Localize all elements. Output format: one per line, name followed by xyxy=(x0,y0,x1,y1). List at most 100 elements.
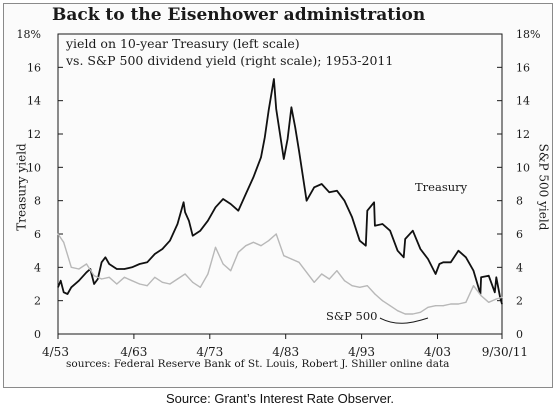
data-point-sp500-16 xyxy=(176,278,179,280)
data-point-treasury-50 xyxy=(351,216,353,218)
data-point-treasury-16 xyxy=(139,263,141,265)
data-point-sp500-41 xyxy=(366,285,368,287)
data-point-sp500-53 xyxy=(457,303,459,305)
data-point-treasury-77 xyxy=(501,303,503,305)
image-caption: Source: Grant’s Interest Rate Observer. xyxy=(165,391,395,406)
data-point-treasury-74 xyxy=(494,291,496,293)
data-point-sp500-9 xyxy=(123,276,125,278)
data-point-treasury-57 xyxy=(389,230,391,232)
data-point-treasury-35 xyxy=(264,136,266,138)
chart-subtitle-line-2: vs. S&P 500 dividend yield (right scale)… xyxy=(66,53,394,68)
data-point-treasury-67 xyxy=(450,261,452,263)
data-point-treasury-27 xyxy=(207,220,209,222)
y-tick-label-left-5: 10 xyxy=(27,161,41,174)
data-point-treasury-47 xyxy=(328,191,330,193)
data-point-sp500-44 xyxy=(389,305,391,307)
data-point-treasury-72 xyxy=(480,276,482,278)
data-point-sp500-24 xyxy=(237,251,239,253)
data-point-treasury-1 xyxy=(60,280,62,282)
data-point-treasury-29 xyxy=(222,198,224,200)
data-point-treasury-61 xyxy=(412,230,414,232)
data-point-sp500-45 xyxy=(397,310,399,312)
data-point-treasury-4 xyxy=(70,286,72,288)
data-point-sp500-23 xyxy=(230,270,232,272)
data-point-sp500-32 xyxy=(298,261,300,263)
data-point-sp500-40 xyxy=(359,286,361,288)
data-point-treasury-14 xyxy=(123,268,125,270)
data-point-sp500-17 xyxy=(184,273,186,275)
data-point-sp500-57 xyxy=(488,301,490,303)
data-point-treasury-20 xyxy=(169,240,171,242)
data-point-treasury-10 xyxy=(101,261,103,263)
data-point-treasury-26 xyxy=(199,230,201,232)
data-point-sp500-1 xyxy=(63,241,65,243)
x-tick-label-2: 4/73 xyxy=(196,345,223,359)
plot-area-border xyxy=(57,33,503,335)
y-tick-label-right-5: 10 xyxy=(516,161,530,174)
annotation-sp500-arrow xyxy=(379,317,429,324)
data-point-sp500-52 xyxy=(450,303,452,305)
data-point-sp500-37 xyxy=(336,270,338,272)
data-point-treasury-41 xyxy=(290,106,292,108)
y-tick-label-right-3: 6 xyxy=(516,228,523,241)
y-tick-label-left-0: 0 xyxy=(34,328,41,341)
data-point-treasury-75 xyxy=(495,276,497,278)
y-tick-label-right-1: 2 xyxy=(516,295,523,308)
x-tick-label-5: 4/03 xyxy=(424,345,451,359)
data-point-treasury-43 xyxy=(298,150,300,152)
series-line-treasury xyxy=(57,78,503,305)
data-point-sp500-3 xyxy=(78,268,80,270)
data-point-treasury-64 xyxy=(435,273,437,275)
y-tick-label-left-3: 6 xyxy=(34,228,41,241)
data-point-treasury-28 xyxy=(214,206,217,208)
data-point-sp500-51 xyxy=(442,305,444,307)
data-point-sp500-50 xyxy=(435,305,437,307)
data-point-sp500-2 xyxy=(70,266,72,268)
data-point-treasury-73 xyxy=(488,275,490,277)
y-tick-label-right-0: 0 xyxy=(516,328,523,341)
x-tick-label-0: 4/53 xyxy=(42,345,69,359)
data-point-sp500-39 xyxy=(351,285,353,287)
x-tick-label-4: 4/93 xyxy=(348,345,375,359)
data-point-treasury-70 xyxy=(472,270,475,272)
data-point-treasury-63 xyxy=(427,258,429,260)
series-line-sp500 xyxy=(57,233,503,315)
x-tick-label-6: 9/30/11 xyxy=(482,345,528,359)
data-point-treasury-34 xyxy=(260,156,262,158)
data-point-sp500-18 xyxy=(192,281,194,283)
data-point-sp500-25 xyxy=(245,245,247,247)
data-point-sp500-29 xyxy=(275,233,277,235)
data-point-treasury-31 xyxy=(237,210,239,212)
data-point-treasury-44 xyxy=(306,200,308,202)
data-point-treasury-54 xyxy=(373,201,375,203)
data-point-treasury-13 xyxy=(116,268,118,270)
data-point-sp500-38 xyxy=(343,280,346,282)
y-tick-label-left-9: 18% xyxy=(17,28,41,41)
annotation-treasury: Treasury xyxy=(415,180,468,194)
data-point-sp500-14 xyxy=(161,281,163,283)
data-point-treasury-42 xyxy=(294,126,296,128)
y-tick-label-right-9: 18% xyxy=(516,28,540,41)
data-point-sp500-48 xyxy=(419,311,421,313)
y-tick-label-left-1: 2 xyxy=(34,295,41,308)
data-point-treasury-49 xyxy=(343,200,346,202)
data-point-treasury-12 xyxy=(108,263,110,265)
data-point-sp500-15 xyxy=(169,283,171,285)
data-point-treasury-38 xyxy=(275,108,277,110)
data-point-treasury-21 xyxy=(176,223,179,225)
data-point-sp500-4 xyxy=(85,263,88,265)
data-point-treasury-65 xyxy=(438,263,440,265)
data-point-treasury-3 xyxy=(66,293,69,295)
data-point-treasury-56 xyxy=(381,223,384,225)
data-point-treasury-36 xyxy=(268,110,270,112)
data-point-sp500-20 xyxy=(207,273,209,275)
sources-note: sources: Federal Reserve Bank of St. Lou… xyxy=(66,358,450,370)
data-point-treasury-25 xyxy=(192,235,194,237)
data-point-sp500-33 xyxy=(306,271,308,273)
y-tick-label-right-6: 12 xyxy=(516,128,530,141)
data-point-sp500-26 xyxy=(252,241,254,243)
y-tick-label-left-2: 4 xyxy=(34,261,41,274)
data-point-sp500-10 xyxy=(131,280,133,282)
data-point-treasury-2 xyxy=(63,291,65,293)
